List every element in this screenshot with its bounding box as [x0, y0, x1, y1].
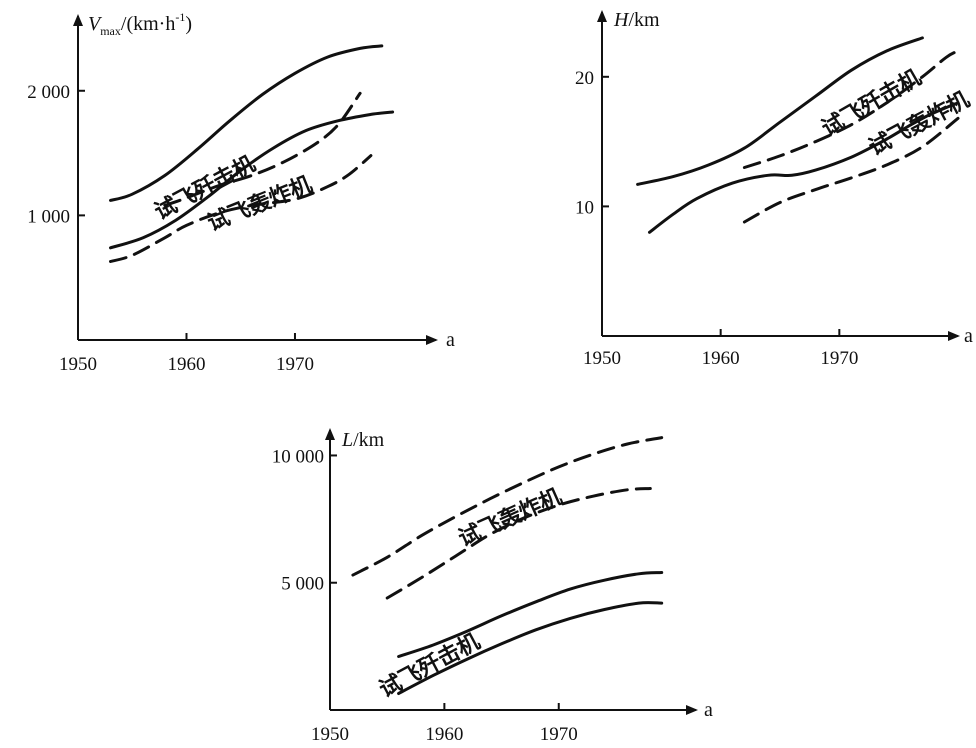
series-line-dashed-1: [385, 487, 652, 600]
x-tick-label: 1970: [276, 354, 314, 375]
x-tick-label: 1950: [59, 354, 97, 375]
y-tick-label: 1 000: [27, 206, 70, 227]
series-line-dashed-3: [109, 154, 373, 263]
x-axis-label: a: [446, 329, 455, 351]
x-tick-label: 1970: [540, 724, 578, 745]
annotation-label-0: 试飞轰炸机: [455, 484, 566, 552]
y-tick-label: 2 000: [27, 82, 70, 103]
y-axis-label: H/km: [613, 9, 660, 31]
series-line-solid-2: [397, 571, 664, 658]
series-line-dashed-0: [351, 436, 664, 577]
y-tick-label: 10: [575, 197, 594, 218]
series-line-dashed-3: [742, 116, 960, 224]
x-tick-label: 1960: [425, 724, 463, 745]
chart-range: L/km a 1950 1960 1970 5 000 10 000 试飞轰炸机试飞歼…: [272, 428, 713, 745]
y-tick-label: 10 000: [272, 446, 324, 467]
series-line-dashed-2: [742, 49, 960, 169]
annotation-label-1: 试飞歼击机: [375, 629, 484, 703]
series-line-solid-0: [109, 44, 384, 202]
y-axis-label: L/km: [341, 429, 385, 451]
x-tick-label: 1960: [167, 354, 205, 375]
x-axis-label: a: [964, 325, 973, 347]
x-tick-label: 1970: [820, 348, 858, 369]
x-tick-label: 1950: [583, 348, 621, 369]
series-line-solid-1: [109, 110, 395, 250]
series-line-dashed-2: [163, 91, 362, 207]
x-tick-label: 1950: [311, 724, 349, 745]
series-line-solid-3: [397, 601, 664, 695]
y-tick-label: 20: [575, 68, 594, 89]
y-tick-label: 5 000: [281, 574, 324, 595]
y-axis-label: Vmax/(km·h-1): [88, 10, 192, 38]
x-axis-label: a: [704, 699, 713, 721]
x-tick-label: 1960: [702, 348, 740, 369]
series-line-solid-1: [648, 101, 960, 234]
series-line-solid-0: [636, 36, 924, 186]
